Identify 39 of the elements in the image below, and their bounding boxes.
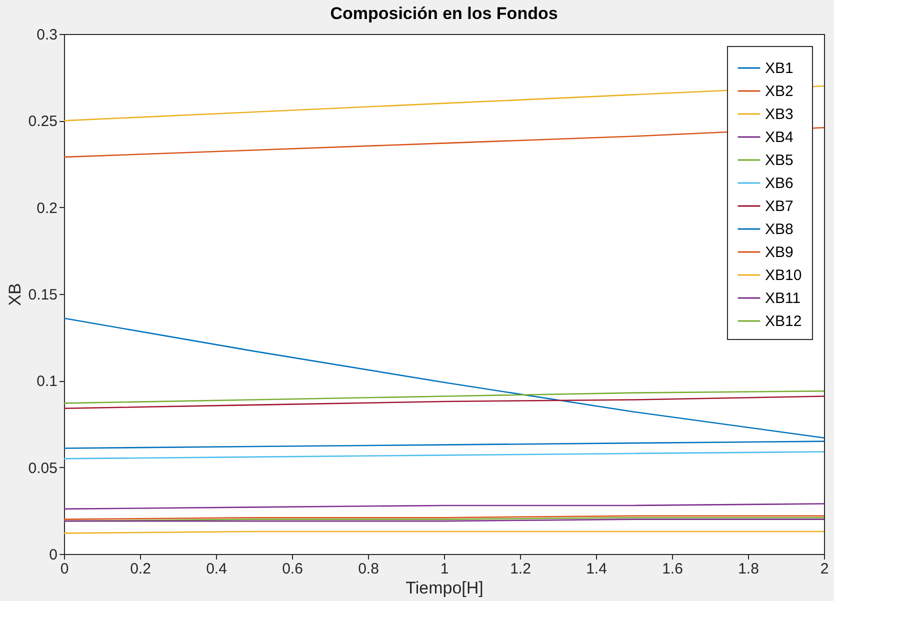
x-tick-label: 0.6 bbox=[282, 560, 303, 578]
legend-label: XB5 bbox=[765, 152, 794, 169]
legend-label: XB3 bbox=[765, 106, 794, 123]
legend-label: XB10 bbox=[765, 267, 802, 284]
legend-label: XB2 bbox=[765, 83, 794, 100]
legend-label: XB6 bbox=[765, 175, 794, 192]
line-series bbox=[63, 451, 825, 460]
y-axis-title: XB bbox=[5, 283, 24, 306]
y-tick-label: 0.25 bbox=[28, 113, 58, 130]
y-tick-label: 0.2 bbox=[36, 200, 58, 217]
legend-label: XB7 bbox=[765, 198, 794, 215]
x-tick-label: 1.8 bbox=[738, 560, 759, 578]
line-series bbox=[63, 440, 825, 449]
chart-title: Composición en los Fondos bbox=[330, 4, 558, 23]
x-tick-label: 0.8 bbox=[358, 560, 379, 578]
legend-label: XB8 bbox=[765, 221, 794, 238]
x-tick-label: 0.2 bbox=[130, 560, 151, 578]
y-tick-label: 0.1 bbox=[36, 373, 58, 390]
y-tick-label: 0.15 bbox=[28, 286, 58, 304]
x-tick-label: 0 bbox=[60, 560, 69, 578]
x-tick-label: 1 bbox=[440, 560, 449, 578]
x-tick-label: 2 bbox=[820, 560, 829, 578]
y-tick-label: 0 bbox=[49, 546, 58, 564]
x-tick-label: 1.4 bbox=[586, 560, 607, 578]
legend-label: XB12 bbox=[765, 313, 802, 330]
x-tick-label: 0.4 bbox=[206, 560, 227, 578]
line-series bbox=[63, 85, 825, 122]
x-tick-label: 1.2 bbox=[510, 560, 531, 578]
legend-label: XB11 bbox=[765, 290, 801, 307]
x-axis-title: Tiempo[H] bbox=[406, 578, 484, 598]
y-tick-label: 0.3 bbox=[36, 26, 58, 44]
y-tick-label: 0.05 bbox=[28, 460, 58, 477]
legend-label: XB1 bbox=[765, 60, 794, 77]
legend-label: XB9 bbox=[765, 244, 794, 261]
line-series bbox=[63, 318, 825, 439]
x-tick-label: 1.6 bbox=[662, 560, 683, 578]
line-series bbox=[63, 396, 825, 410]
legend-label: XB4 bbox=[765, 129, 794, 146]
line-series bbox=[63, 390, 825, 404]
